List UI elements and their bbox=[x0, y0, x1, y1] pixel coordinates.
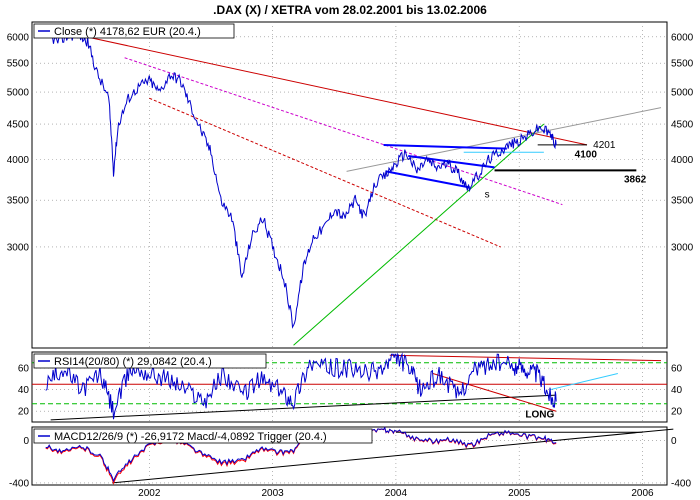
y-tick-left: 4500 bbox=[7, 120, 30, 131]
y-tick-left: 6000 bbox=[7, 32, 30, 43]
y-tick-right: 60 bbox=[671, 364, 683, 375]
y-tick-right: 4500 bbox=[671, 120, 694, 131]
y-tick-left: 5500 bbox=[7, 59, 30, 70]
pattern-top bbox=[383, 143, 507, 150]
legend-label: Close (*) 4178,62 EUR (20.4.) bbox=[54, 26, 201, 38]
y-tick-right: 5500 bbox=[671, 59, 694, 70]
y-tick-left: 3500 bbox=[7, 196, 30, 207]
red-dashed-line bbox=[149, 97, 501, 248]
y-tick-left: 5000 bbox=[7, 88, 30, 99]
annotation-3862: 3862 bbox=[624, 174, 647, 185]
resistance-line bbox=[62, 31, 588, 146]
y-tick-right: 5000 bbox=[671, 88, 694, 99]
y-tick-left: -400 bbox=[9, 478, 29, 489]
magenta-channel-line bbox=[124, 57, 563, 206]
y-tick-right: 6000 bbox=[671, 32, 694, 43]
x-tick-label: 2003 bbox=[261, 488, 284, 499]
annotation-4201: 4201 bbox=[593, 140, 616, 151]
y-tick-left: 40 bbox=[18, 385, 30, 396]
annotation-s: s bbox=[485, 190, 490, 201]
rsi-resistance-line bbox=[389, 354, 662, 362]
y-tick-right: 20 bbox=[671, 407, 683, 418]
x-tick-label: 2005 bbox=[508, 488, 531, 499]
panel-frame-price bbox=[31, 21, 668, 349]
chart-title: .DAX (X) / XETRA vom 28.02.2001 bis 13.0… bbox=[213, 3, 487, 17]
y-tick-left: 0 bbox=[23, 436, 29, 447]
rsi-red-line bbox=[432, 373, 557, 412]
rsi-support-line bbox=[50, 394, 557, 421]
y-tick-left: 3000 bbox=[7, 242, 30, 253]
y-tick-left: 4000 bbox=[7, 155, 30, 166]
y-tick-right: -400 bbox=[671, 478, 691, 489]
pattern-bottom bbox=[385, 170, 471, 189]
x-tick-label: 2004 bbox=[385, 488, 408, 499]
y-tick-right: 3500 bbox=[671, 196, 694, 207]
x-tick-label: 2002 bbox=[138, 488, 161, 499]
legend-box bbox=[33, 428, 373, 444]
y-tick-left: 20 bbox=[18, 407, 30, 418]
y-tick-right: 40 bbox=[671, 385, 683, 396]
legend-box bbox=[33, 353, 267, 369]
price-series bbox=[45, 27, 557, 329]
x-tick-label: 2006 bbox=[631, 488, 654, 499]
annotation-long: LONG bbox=[525, 410, 554, 421]
y-tick-left: 60 bbox=[18, 364, 30, 375]
legend-label: MACD12/26/9 (*) -26,9172 Macd/-4,0892 Tr… bbox=[54, 431, 327, 443]
macd-trend-line bbox=[112, 428, 674, 484]
pattern-mid bbox=[408, 154, 495, 169]
y-tick-right: 4000 bbox=[671, 155, 694, 166]
legend-box bbox=[33, 23, 235, 39]
rsi-cyan-line bbox=[549, 373, 618, 391]
legend-macd: MACD12/26/9 (*) -26,9172 Macd/-4,0892 Tr… bbox=[33, 428, 373, 444]
annotation-4100: 4100 bbox=[575, 149, 598, 160]
y-tick-right: 3000 bbox=[671, 242, 694, 253]
gray-trend-line bbox=[346, 107, 662, 172]
legend-rsi: RSI14(20/80) (*) 29,0842 (20.4.) bbox=[33, 353, 267, 369]
legend-label: RSI14(20/80) (*) 29,0842 (20.4.) bbox=[54, 356, 212, 368]
y-tick-right: 0 bbox=[671, 436, 677, 447]
rsi-series bbox=[45, 352, 557, 420]
support-line bbox=[293, 123, 545, 346]
legend-price: Close (*) 4178,62 EUR (20.4.) bbox=[33, 23, 235, 39]
